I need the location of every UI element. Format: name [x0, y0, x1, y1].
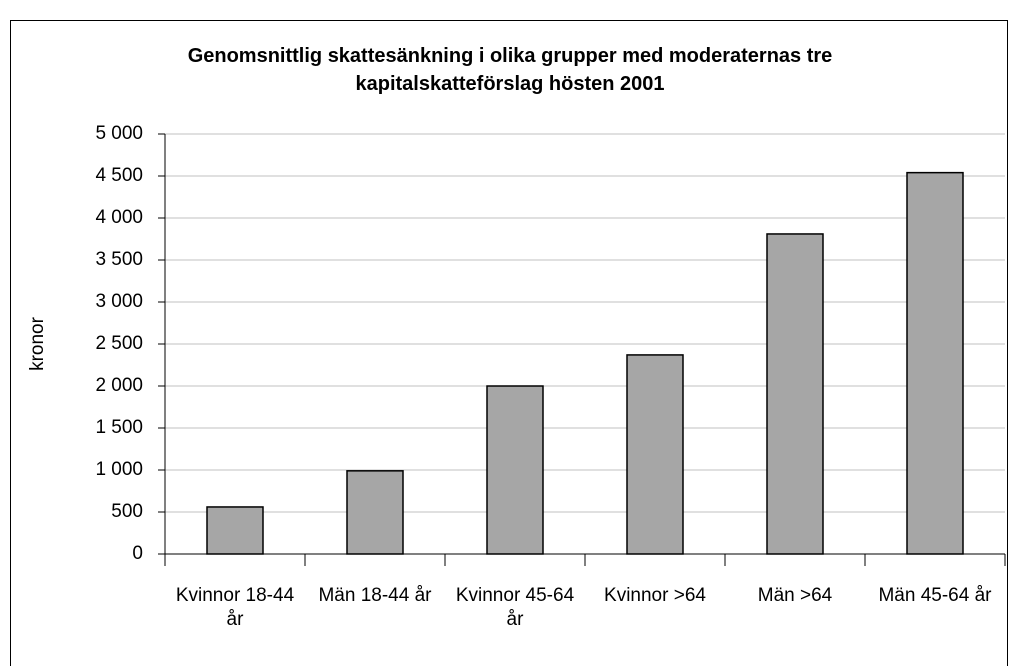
x-tick-label: Män >64: [757, 585, 833, 606]
y-tick-label: 3 000: [95, 291, 143, 312]
bar: [906, 171, 964, 555]
x-tick-label: Män 18-44 år: [318, 585, 432, 606]
y-tick-label: 2 000: [95, 375, 143, 396]
x-tick-label: Kvinnor >64: [604, 585, 706, 606]
y-tick-label: 1 000: [95, 459, 143, 480]
bar: [626, 354, 684, 555]
y-tick-label: 3 500: [95, 249, 143, 270]
x-tick-label: Kvinnor 45-64 år: [455, 585, 575, 630]
y-tick-label: 5 000: [95, 123, 143, 144]
y-tick-label: 0: [132, 543, 143, 564]
bar: [766, 233, 824, 555]
y-tick-label: 1 500: [95, 417, 143, 438]
x-tick-label: Kvinnor 18-44 år: [175, 585, 295, 630]
y-tick-label: 4 000: [95, 207, 143, 228]
x-tick-label: Män 45-64 år: [878, 585, 992, 606]
y-tick-label: 2 500: [95, 333, 143, 354]
bar: [346, 470, 404, 555]
chart-border: [10, 20, 1008, 666]
bar: [486, 385, 544, 555]
y-tick-label: 500: [111, 501, 143, 522]
chart-title: Genomsnittlig skattesänkning i olika gru…: [187, 45, 833, 95]
y-tick-label: 4 500: [95, 165, 143, 186]
bar: [206, 506, 264, 555]
y-axis-label: kronor: [27, 316, 48, 371]
